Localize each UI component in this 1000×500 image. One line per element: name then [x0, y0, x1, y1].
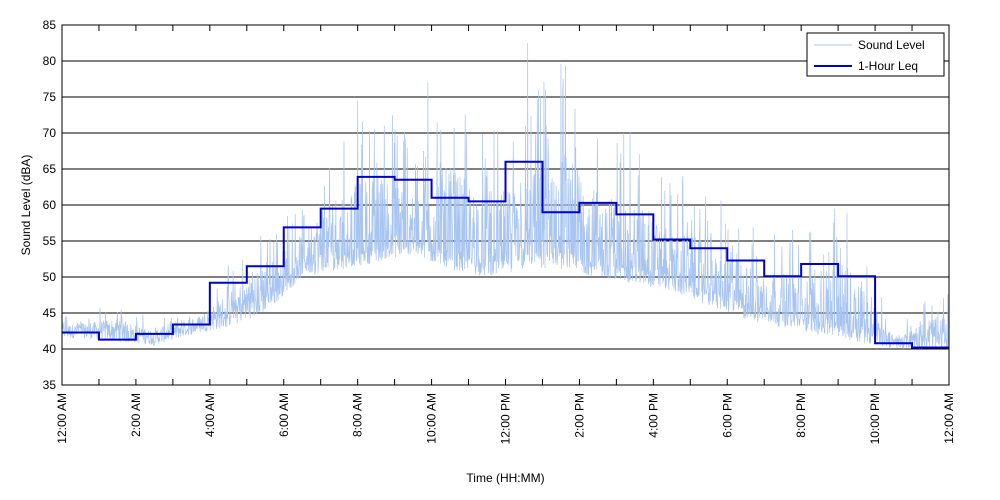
x-tick-label: 12:00 PM [499, 393, 513, 444]
y-tick-label: 35 [43, 378, 57, 392]
y-tick-label: 55 [43, 234, 57, 248]
x-tick-label: 4:00 AM [203, 393, 217, 437]
x-tick-label: 12:00 AM [55, 393, 69, 444]
y-axis-title: Sound Level (dBA) [19, 155, 33, 256]
x-tick-label: 12:00 AM [942, 393, 956, 444]
x-tick-label: 10:00 AM [425, 393, 439, 444]
x-tick-label: 8:00 AM [351, 393, 365, 437]
y-tick-label: 45 [43, 306, 57, 320]
x-tick-label: 4:00 PM [646, 393, 660, 438]
legend-entry-sound-level: Sound Level [858, 38, 925, 52]
legend: Sound Level 1-Hour Leq [806, 32, 945, 77]
legend-box [806, 32, 945, 77]
y-axis: 35 40 45 50 55 60 65 70 75 80 85 [43, 18, 57, 392]
leq-step-line [62, 160, 949, 349]
y-tick-label: 40 [43, 342, 57, 356]
x-tick-label: 10:00 PM [868, 393, 882, 444]
y-tick-label: 75 [43, 90, 57, 104]
y-tick-label: 50 [43, 270, 57, 284]
y-tick-label: 85 [43, 18, 57, 32]
x-axis: 12:00 AM 2:00 AM 4:00 AM 6:00 AM 8:00 AM 10:0… [55, 25, 956, 444]
x-tick-label: 2:00 AM [129, 393, 143, 437]
y-tick-label: 65 [43, 162, 57, 176]
x-tick-label: 6:00 PM [720, 393, 734, 438]
x-tick-label: 6:00 AM [277, 393, 291, 437]
legend-entry-1-hour-leq: 1-Hour Leq [858, 59, 918, 73]
x-tick-label: 8:00 PM [794, 393, 808, 438]
x-tick-label: 2:00 PM [572, 393, 586, 438]
y-tick-label: 80 [43, 54, 57, 68]
y-tick-label: 60 [43, 198, 57, 212]
series-1-hour-leq [62, 160, 949, 349]
x-axis-title: Time (HH:MM) [466, 471, 544, 485]
y-tick-label: 70 [43, 126, 57, 140]
